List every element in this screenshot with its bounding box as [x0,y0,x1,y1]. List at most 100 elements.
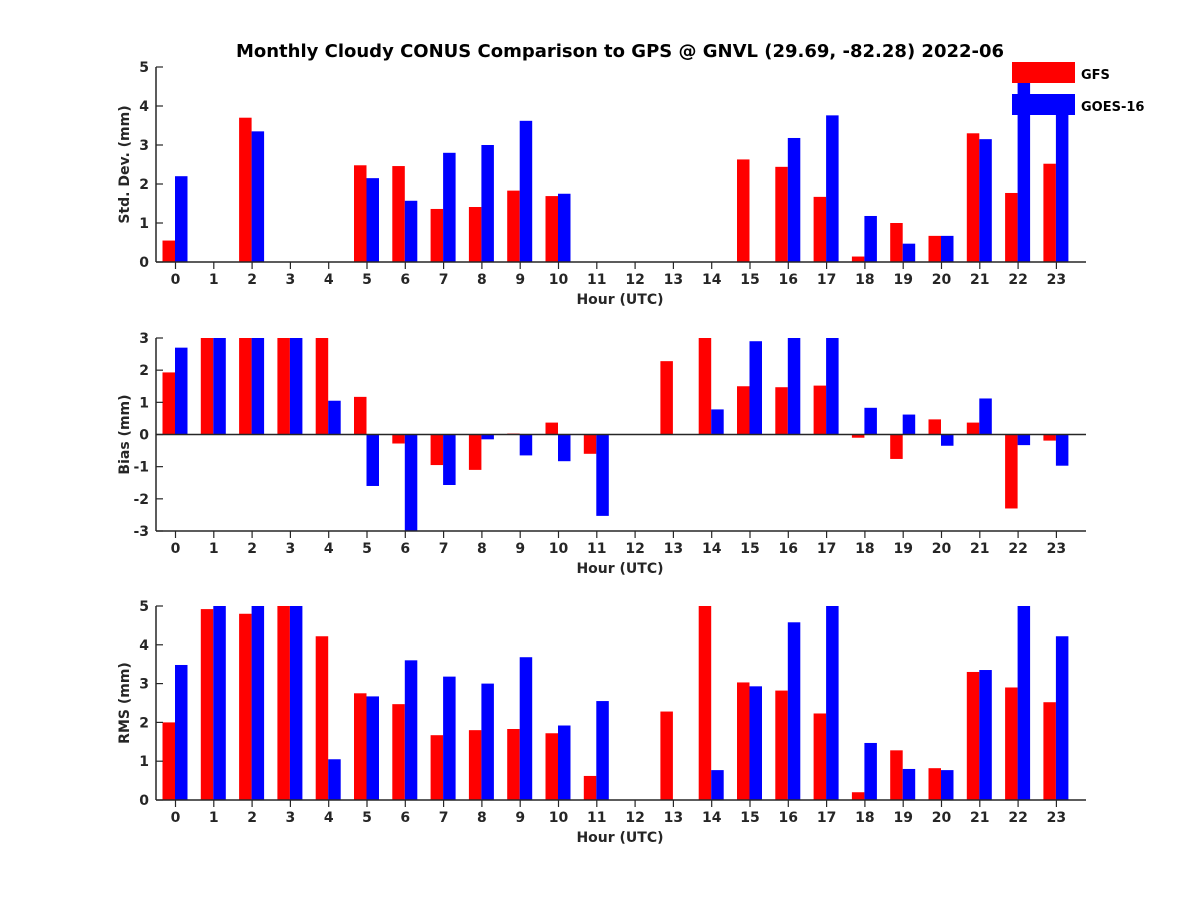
bar-goes16-hour-19 [902,768,916,800]
x-tick-label: 8 [477,272,487,288]
y-tick-label: 4 [139,99,149,115]
bar-gfs-hour-3 [277,606,290,800]
bar-gfs-hour-23 [1043,702,1056,800]
x-tick-label: 4 [324,810,334,826]
bar-goes16-hour-3 [289,606,303,800]
x-tick-label: 2 [247,272,257,288]
bar-gfs-hour-16 [775,387,788,435]
bar-goes16-hour-17 [826,338,839,435]
x-tick-label: 16 [779,810,798,826]
x-tick-label: 11 [587,541,606,557]
bar-goes16-hour-3 [289,338,303,435]
bar-goes16-hour-16 [787,622,801,800]
x-tick-label: 19 [893,541,912,557]
bar-goes16-hour-7 [443,152,456,262]
x-tick-label: 14 [702,810,722,826]
y-tick-label: 2 [139,177,149,193]
x-tick-label: 6 [400,272,410,288]
x-tick-label: 15 [740,541,759,557]
x-tick-label: 13 [664,272,683,288]
bar-goes16-hour-2 [251,131,265,262]
y-tick-label: 0 [139,428,149,444]
bar-gfs-hour-20 [928,768,941,800]
bar-gfs-hour-17 [813,713,827,800]
x-tick-label: 9 [515,272,525,288]
bar-gfs-hour-14 [698,606,712,800]
bar-goes16-hour-1 [213,338,226,435]
bar-gfs-hour-23 [1043,163,1056,262]
bar-gfs-hour-8 [468,434,482,470]
bar-goes16-hour-10 [558,434,571,462]
bar-goes16-hour-19 [902,243,916,262]
bar-goes16-hour-8 [481,145,494,262]
bar-goes16-hour-10 [558,193,571,262]
bar-gfs-hour-7 [430,434,444,466]
bar-goes16-hour-18 [864,742,877,800]
y-tick-label: 5 [139,599,149,615]
bar-goes16-hour-19 [902,414,916,435]
legend-swatch-goes16 [1012,94,1075,115]
bar-goes16-hour-21 [979,398,992,435]
bar-gfs-hour-23 [1043,434,1056,441]
y-tick-label: 2 [139,715,149,731]
x-tick-label: 10 [549,541,569,557]
x-tick-label: 21 [970,541,989,557]
x-tick-label: 11 [587,810,606,826]
x-tick-label: 14 [702,272,722,288]
x-tick-label: 4 [324,272,334,288]
bar-goes16-hour-21 [979,670,992,800]
x-tick-label: 12 [625,272,644,288]
bar-gfs-hour-9 [507,729,520,800]
x-tick-label: 17 [817,541,836,557]
bar-gfs-hour-16 [775,690,788,800]
x-tick-label: 20 [932,810,952,826]
x-tick-label: 1 [209,810,219,826]
bar-goes16-hour-6 [404,434,418,531]
x-tick-label: 16 [779,272,798,288]
bar-gfs-hour-10 [545,422,558,435]
bar-gfs-hour-3 [277,338,290,435]
legend-swatch-gfs [1012,62,1075,83]
bar-goes16-hour-17 [826,606,839,800]
bar-gfs-hour-0 [162,722,175,800]
x-axis-label: Hour (UTC) [576,292,663,308]
y-tick-label: 4 [139,638,149,654]
y-tick-label: 3 [139,677,149,693]
bar-gfs-hour-20 [928,419,941,435]
bar-goes16-hour-15 [749,686,762,800]
x-tick-label: 0 [171,810,181,826]
legend-label-goes16: GOES-16 [1081,100,1144,115]
y-axis-label: Std. Dev. (mm) [117,105,133,223]
legend-label-gfs: GFS [1081,68,1110,83]
bar-gfs-hour-2 [239,117,252,262]
x-tick-label: 13 [664,541,683,557]
bar-gfs-hour-11 [583,775,597,800]
bar-gfs-hour-22 [1005,434,1018,509]
y-tick-label: 1 [139,754,149,770]
bar-goes16-hour-0 [175,347,188,435]
y-tick-label: 2 [139,363,149,379]
x-tick-label: 0 [171,541,181,557]
bar-gfs-hour-15 [737,386,750,435]
bar-gfs-hour-6 [392,166,405,262]
x-tick-label: 17 [817,272,836,288]
y-tick-label: 3 [139,331,149,347]
x-tick-label: 22 [1008,272,1027,288]
bar-gfs-hour-21 [966,422,980,435]
x-tick-label: 3 [286,541,296,557]
figure-title: Monthly Cloudy CONUS Comparison to GPS @… [236,41,1004,62]
x-tick-label: 6 [400,810,410,826]
x-tick-label: 7 [439,272,449,288]
bar-gfs-hour-2 [239,338,252,435]
x-tick-label: 20 [932,541,952,557]
x-tick-label: 4 [324,541,334,557]
x-tick-label: 18 [855,810,874,826]
x-tick-label: 12 [625,810,644,826]
bar-goes16-hour-1 [213,606,226,800]
x-tick-label: 23 [1047,810,1066,826]
x-tick-label: 13 [664,810,683,826]
bar-gfs-hour-13 [660,711,673,800]
x-tick-label: 22 [1008,541,1027,557]
x-tick-label: 5 [362,541,372,557]
